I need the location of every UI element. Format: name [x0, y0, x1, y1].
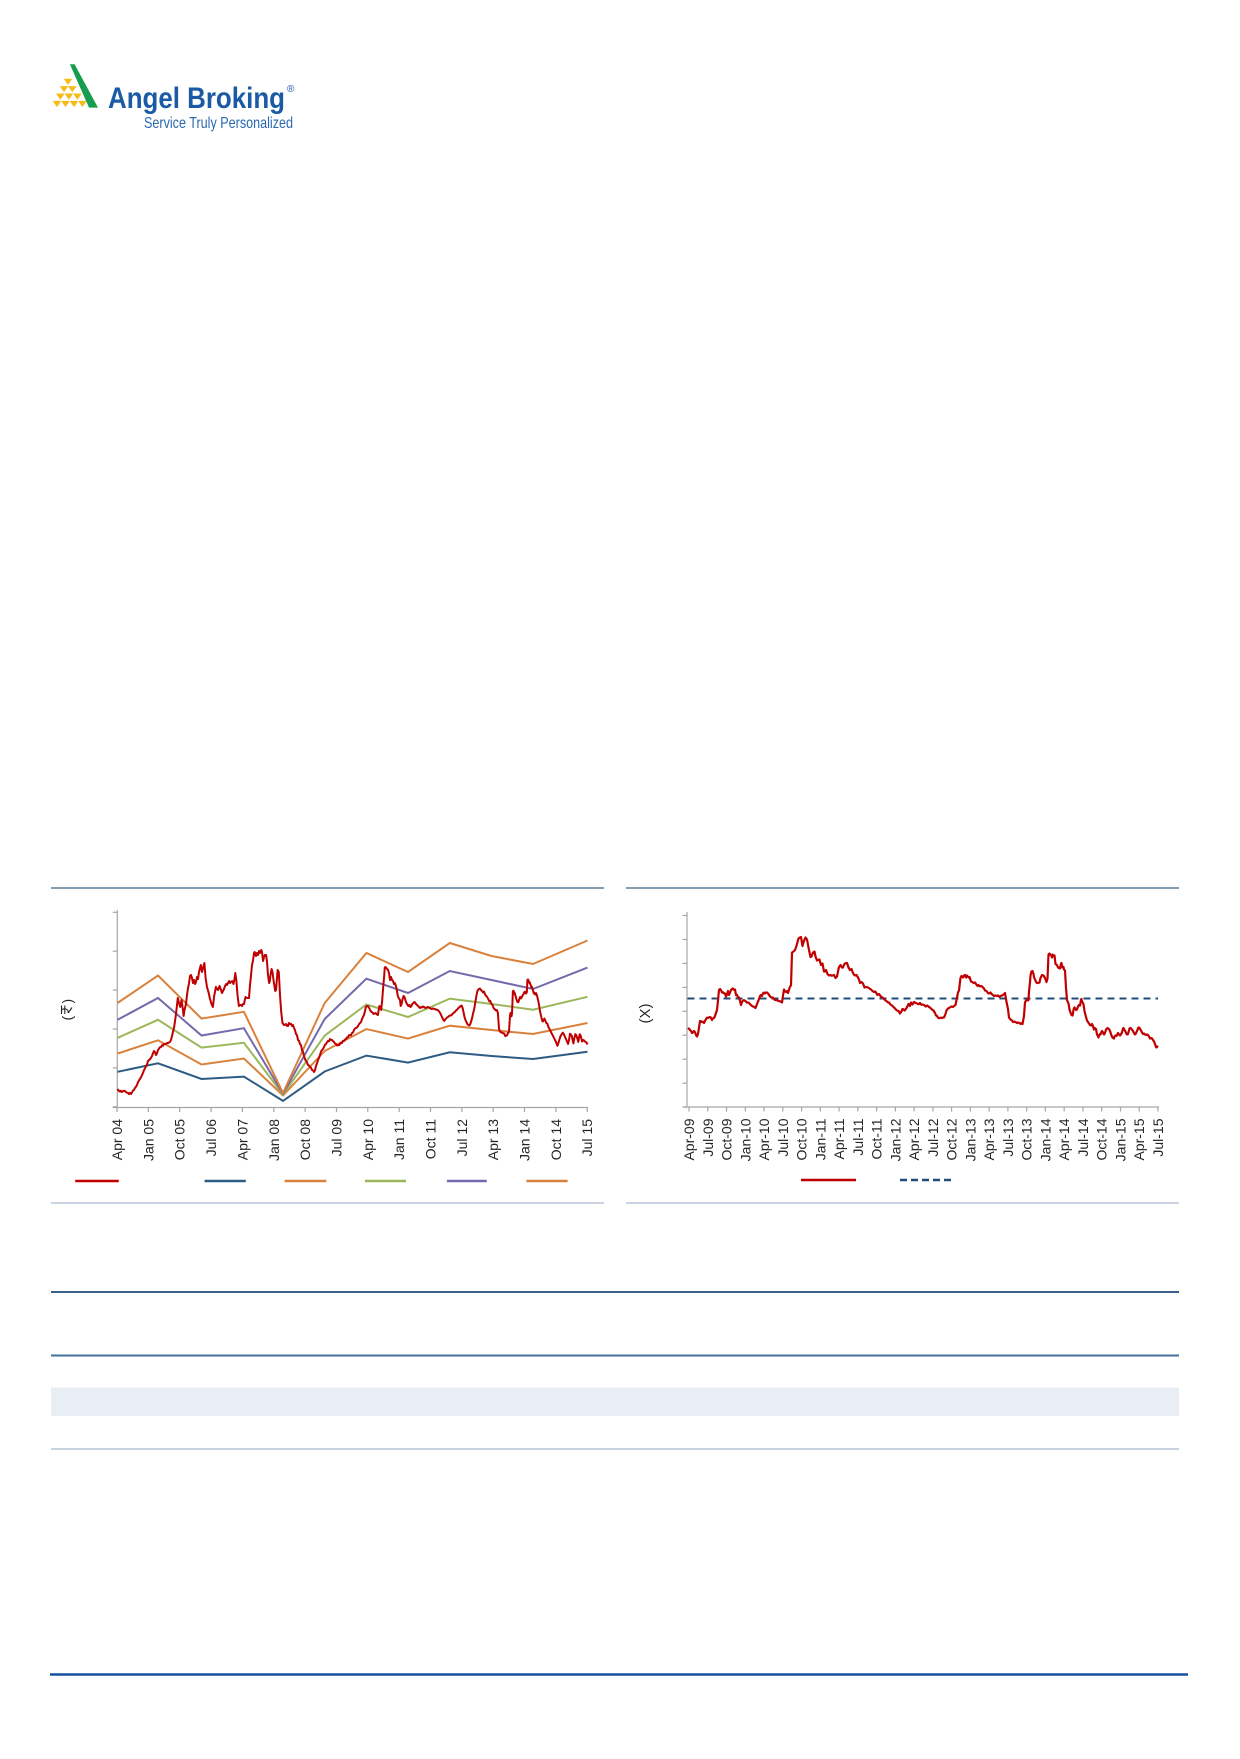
svg-text:Oct 08: Oct 08	[297, 1119, 313, 1160]
svg-text:Apr-15: Apr-15	[1131, 1118, 1147, 1160]
svg-text:Apr-09: Apr-09	[681, 1118, 697, 1160]
svg-text:Jul-11: Jul-11	[850, 1118, 866, 1155]
svg-text:Jan 11: Jan 11	[391, 1119, 407, 1160]
svg-text:(X): (X)	[637, 1004, 654, 1024]
svg-text:Service Truly Personalized: Service Truly Personalized	[144, 115, 293, 132]
svg-text:): )	[59, 999, 75, 1004]
svg-text:Oct 05: Oct 05	[172, 1119, 188, 1160]
svg-text:(: (	[59, 1016, 75, 1021]
svg-text:Oct-14: Oct-14	[1094, 1118, 1110, 1160]
svg-text:Apr-13: Apr-13	[981, 1118, 997, 1160]
svg-text:Jan-10: Jan-10	[737, 1118, 753, 1161]
svg-text:®: ®	[287, 84, 295, 95]
svg-text:Apr-14: Apr-14	[1056, 1118, 1072, 1160]
svg-text:Oct-11: Oct-11	[869, 1118, 885, 1159]
svg-text:Jul 06: Jul 06	[203, 1119, 219, 1157]
svg-text:Apr-12: Apr-12	[906, 1118, 922, 1160]
svg-text:Jul-09: Jul-09	[700, 1118, 716, 1156]
svg-text:Jan-14: Jan-14	[1037, 1118, 1053, 1161]
svg-text:Apr-11: Apr-11	[831, 1118, 847, 1159]
svg-text:Jan-15: Jan-15	[1113, 1118, 1129, 1161]
svg-text:Oct-13: Oct-13	[1019, 1118, 1035, 1160]
svg-text:Jul 15: Jul 15	[579, 1119, 595, 1157]
svg-text:Jul 09: Jul 09	[329, 1119, 345, 1157]
svg-text:Jan 14: Jan 14	[517, 1119, 533, 1161]
svg-text:Jul-10: Jul-10	[775, 1118, 791, 1156]
svg-text:Apr 13: Apr 13	[485, 1119, 501, 1160]
svg-text:Oct-10: Oct-10	[794, 1118, 810, 1160]
svg-text:Jan-12: Jan-12	[887, 1118, 903, 1161]
svg-text:Oct 11: Oct 11	[423, 1119, 439, 1159]
svg-text:Jul-15: Jul-15	[1150, 1118, 1166, 1156]
svg-text:Oct-09: Oct-09	[719, 1118, 735, 1160]
svg-text:Apr 10: Apr 10	[360, 1119, 376, 1160]
svg-text:Jul-13: Jul-13	[1000, 1118, 1016, 1156]
svg-text:Jul-14: Jul-14	[1075, 1118, 1091, 1156]
svg-text:Jul-12: Jul-12	[925, 1118, 941, 1156]
svg-text:Apr-10: Apr-10	[756, 1118, 772, 1160]
svg-text:Apr 07: Apr 07	[234, 1119, 250, 1160]
svg-text:Oct-12: Oct-12	[944, 1118, 960, 1160]
svg-text:Angel Broking: Angel Broking	[108, 82, 285, 115]
svg-text:Jan 05: Jan 05	[140, 1119, 156, 1161]
svg-text:Apr 04: Apr 04	[109, 1119, 125, 1160]
svg-text:Jan 08: Jan 08	[266, 1119, 282, 1161]
svg-text:Jan-11: Jan-11	[812, 1118, 828, 1160]
svg-text:Oct 14: Oct 14	[548, 1119, 564, 1160]
svg-text:Jan-13: Jan-13	[962, 1118, 978, 1161]
svg-text:Jul 12: Jul 12	[454, 1119, 470, 1157]
